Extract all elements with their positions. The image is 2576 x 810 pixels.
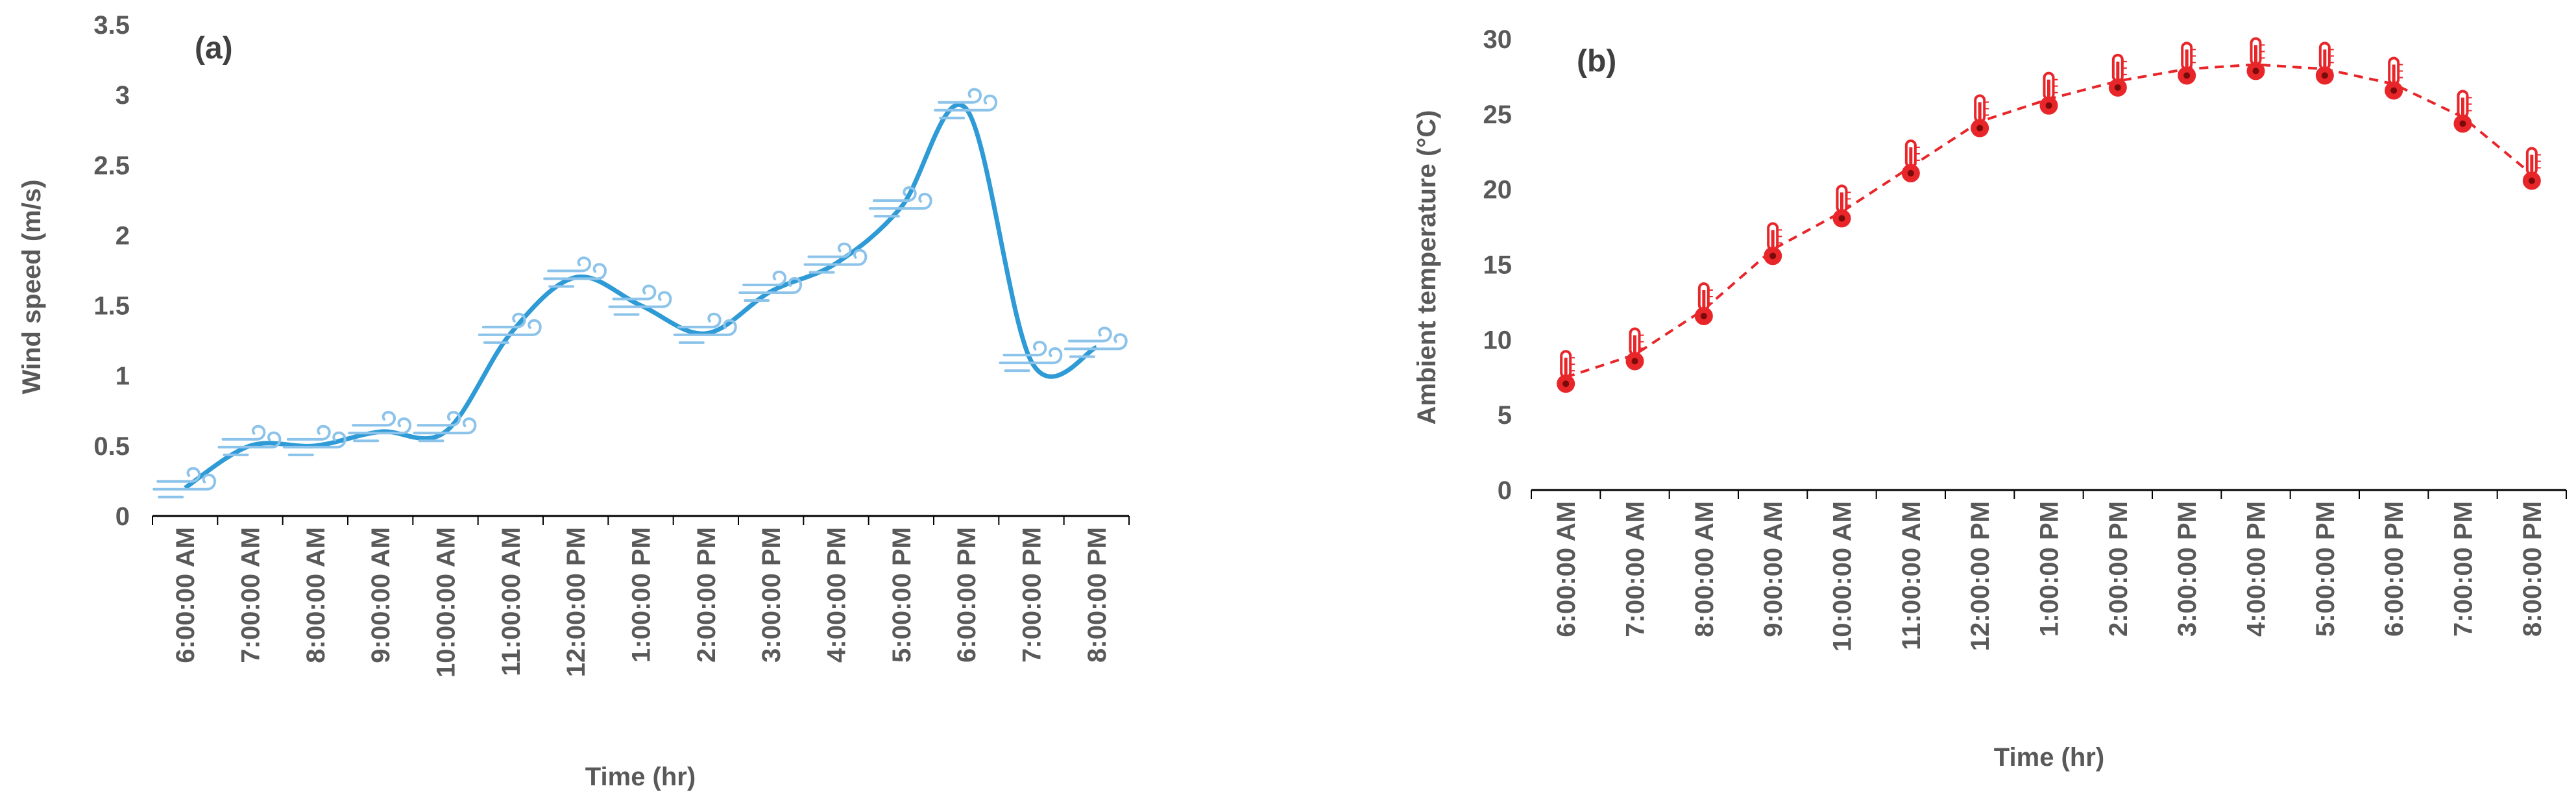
x-axis-label-a: Time (hr) <box>585 763 696 791</box>
x-tick-label: 3:00:00 PM <box>2173 501 2202 637</box>
x-tick-label: 4:00:00 PM <box>2242 501 2271 637</box>
x-tick-label: 5:00:00 PM <box>2311 501 2340 637</box>
wind-icon <box>999 341 1063 373</box>
wind-icon <box>673 312 737 344</box>
y-tick-label: 20 <box>1483 176 1513 204</box>
wind-icon <box>1063 326 1128 358</box>
panel-label-a: (a) <box>195 31 233 66</box>
thermometer-icon <box>1625 327 1644 371</box>
wind-icon <box>478 312 542 344</box>
thermometer-icon <box>1832 184 1851 228</box>
thermometer-icon <box>2108 53 2127 97</box>
x-tick-label: 8:00:00 PM <box>2518 501 2547 637</box>
thermometer-icon <box>1557 350 1575 393</box>
thermometer-icon <box>1901 139 1920 182</box>
thermometer-icon <box>2246 37 2265 80</box>
x-tick-label: 4:00:00 PM <box>823 527 851 663</box>
x-tick-label: 12:00:00 PM <box>562 527 590 677</box>
x-tick-label: 10:00:00 AM <box>432 527 461 678</box>
wind-icon <box>413 411 477 443</box>
wind-icon <box>608 284 672 316</box>
y-tick-label: 2 <box>115 221 130 250</box>
x-tick-label: 7:00:00 AM <box>1622 501 1650 637</box>
wind-icon <box>868 186 932 218</box>
y-tick-label: 30 <box>1483 25 1513 54</box>
thermometer-icon <box>2453 90 2472 133</box>
y-tick-label: 0 <box>1498 476 1512 505</box>
y-tick-label: 0 <box>115 502 130 531</box>
x-tick-label: 8:00:00 AM <box>1690 501 1719 637</box>
chart-panel-b: (b) 0 5 10 15 20 25 30 6:00:00 AM 7:00:00 AM 8:0… <box>1413 25 2567 772</box>
y-tick-label: 3 <box>115 81 130 110</box>
thermometer-icon <box>1764 222 1782 265</box>
thermometer-icon <box>2178 42 2196 85</box>
thermometer-icon <box>2039 71 2058 115</box>
wind-icon <box>803 242 868 274</box>
x-tick-label: 7:00:00 AM <box>237 527 265 663</box>
y-tick-label: 15 <box>1483 251 1513 280</box>
series-line <box>184 102 1098 490</box>
x-tick-label: 7:00:00 PM <box>1018 527 1047 663</box>
y-axis-label-b: Ambient temperature (°C) <box>1413 110 1441 425</box>
wind-icon <box>217 424 282 456</box>
x-tick-label: 6:00:00 AM <box>1552 501 1581 637</box>
y-tick-label: 10 <box>1483 326 1513 354</box>
x-tick-label: 8:00:00 PM <box>1083 527 1112 663</box>
thermometer-icon <box>1694 282 1713 325</box>
wind-icon <box>738 270 802 302</box>
thermometer-icon <box>2385 56 2403 100</box>
panel-label-b: (b) <box>1577 44 1616 79</box>
y-tick-label: 25 <box>1483 101 1513 129</box>
x-tick-label: 12:00:00 PM <box>1966 501 1995 651</box>
x-tick-label: 2:00:00 PM <box>2104 501 2133 637</box>
x-axis-label-b: Time (hr) <box>1994 743 2104 772</box>
x-tick-label: 3:00:00 PM <box>757 527 786 663</box>
chart-panel-a: (a) 0 0.5 1 1.5 2 2.5 3 3.5 6:00:00 AM 7:00:00 A… <box>18 11 1130 791</box>
y-tick-label: 1 <box>115 362 130 391</box>
x-tick-label: 7:00:00 PM <box>2449 501 2478 637</box>
wind-icon <box>282 424 346 456</box>
thermometer-icon <box>2315 42 2334 85</box>
x-tick-label: 11:00:00 AM <box>1897 501 1926 650</box>
y-axis-label-a: Wind speed (m/s) <box>18 180 46 395</box>
wind-icon <box>934 88 997 119</box>
thermometer-icon <box>2522 147 2541 190</box>
wind-icon <box>348 411 411 443</box>
x-tick-label: 8:00:00 AM <box>302 527 330 663</box>
wind-icon <box>543 256 607 288</box>
x-tick-label: 9:00:00 AM <box>1759 501 1788 637</box>
y-tick-label: 0.5 <box>93 432 130 461</box>
x-tick-label: 6:00:00 PM <box>953 527 981 663</box>
x-tick-label: 11:00:00 AM <box>497 527 526 676</box>
x-tick-label: 2:00:00 PM <box>692 527 721 663</box>
x-tick-label: 5:00:00 PM <box>888 527 916 663</box>
x-tick-label: 6:00:00 AM <box>171 527 200 663</box>
y-tick-label: 1.5 <box>93 292 130 321</box>
x-tick-label: 1:00:00 PM <box>2035 501 2064 637</box>
y-tick-label: 2.5 <box>93 151 130 180</box>
x-tick-label: 6:00:00 PM <box>2380 501 2409 637</box>
x-tick-label: 1:00:00 PM <box>627 527 656 663</box>
x-tick-label: 10:00:00 AM <box>1829 501 1857 652</box>
y-tick-label: 5 <box>1498 401 1512 430</box>
x-tick-label: 9:00:00 AM <box>367 527 395 663</box>
wind-icon <box>152 467 216 498</box>
thermometer-icon <box>1971 94 1989 138</box>
y-tick-label: 3.5 <box>93 11 130 40</box>
